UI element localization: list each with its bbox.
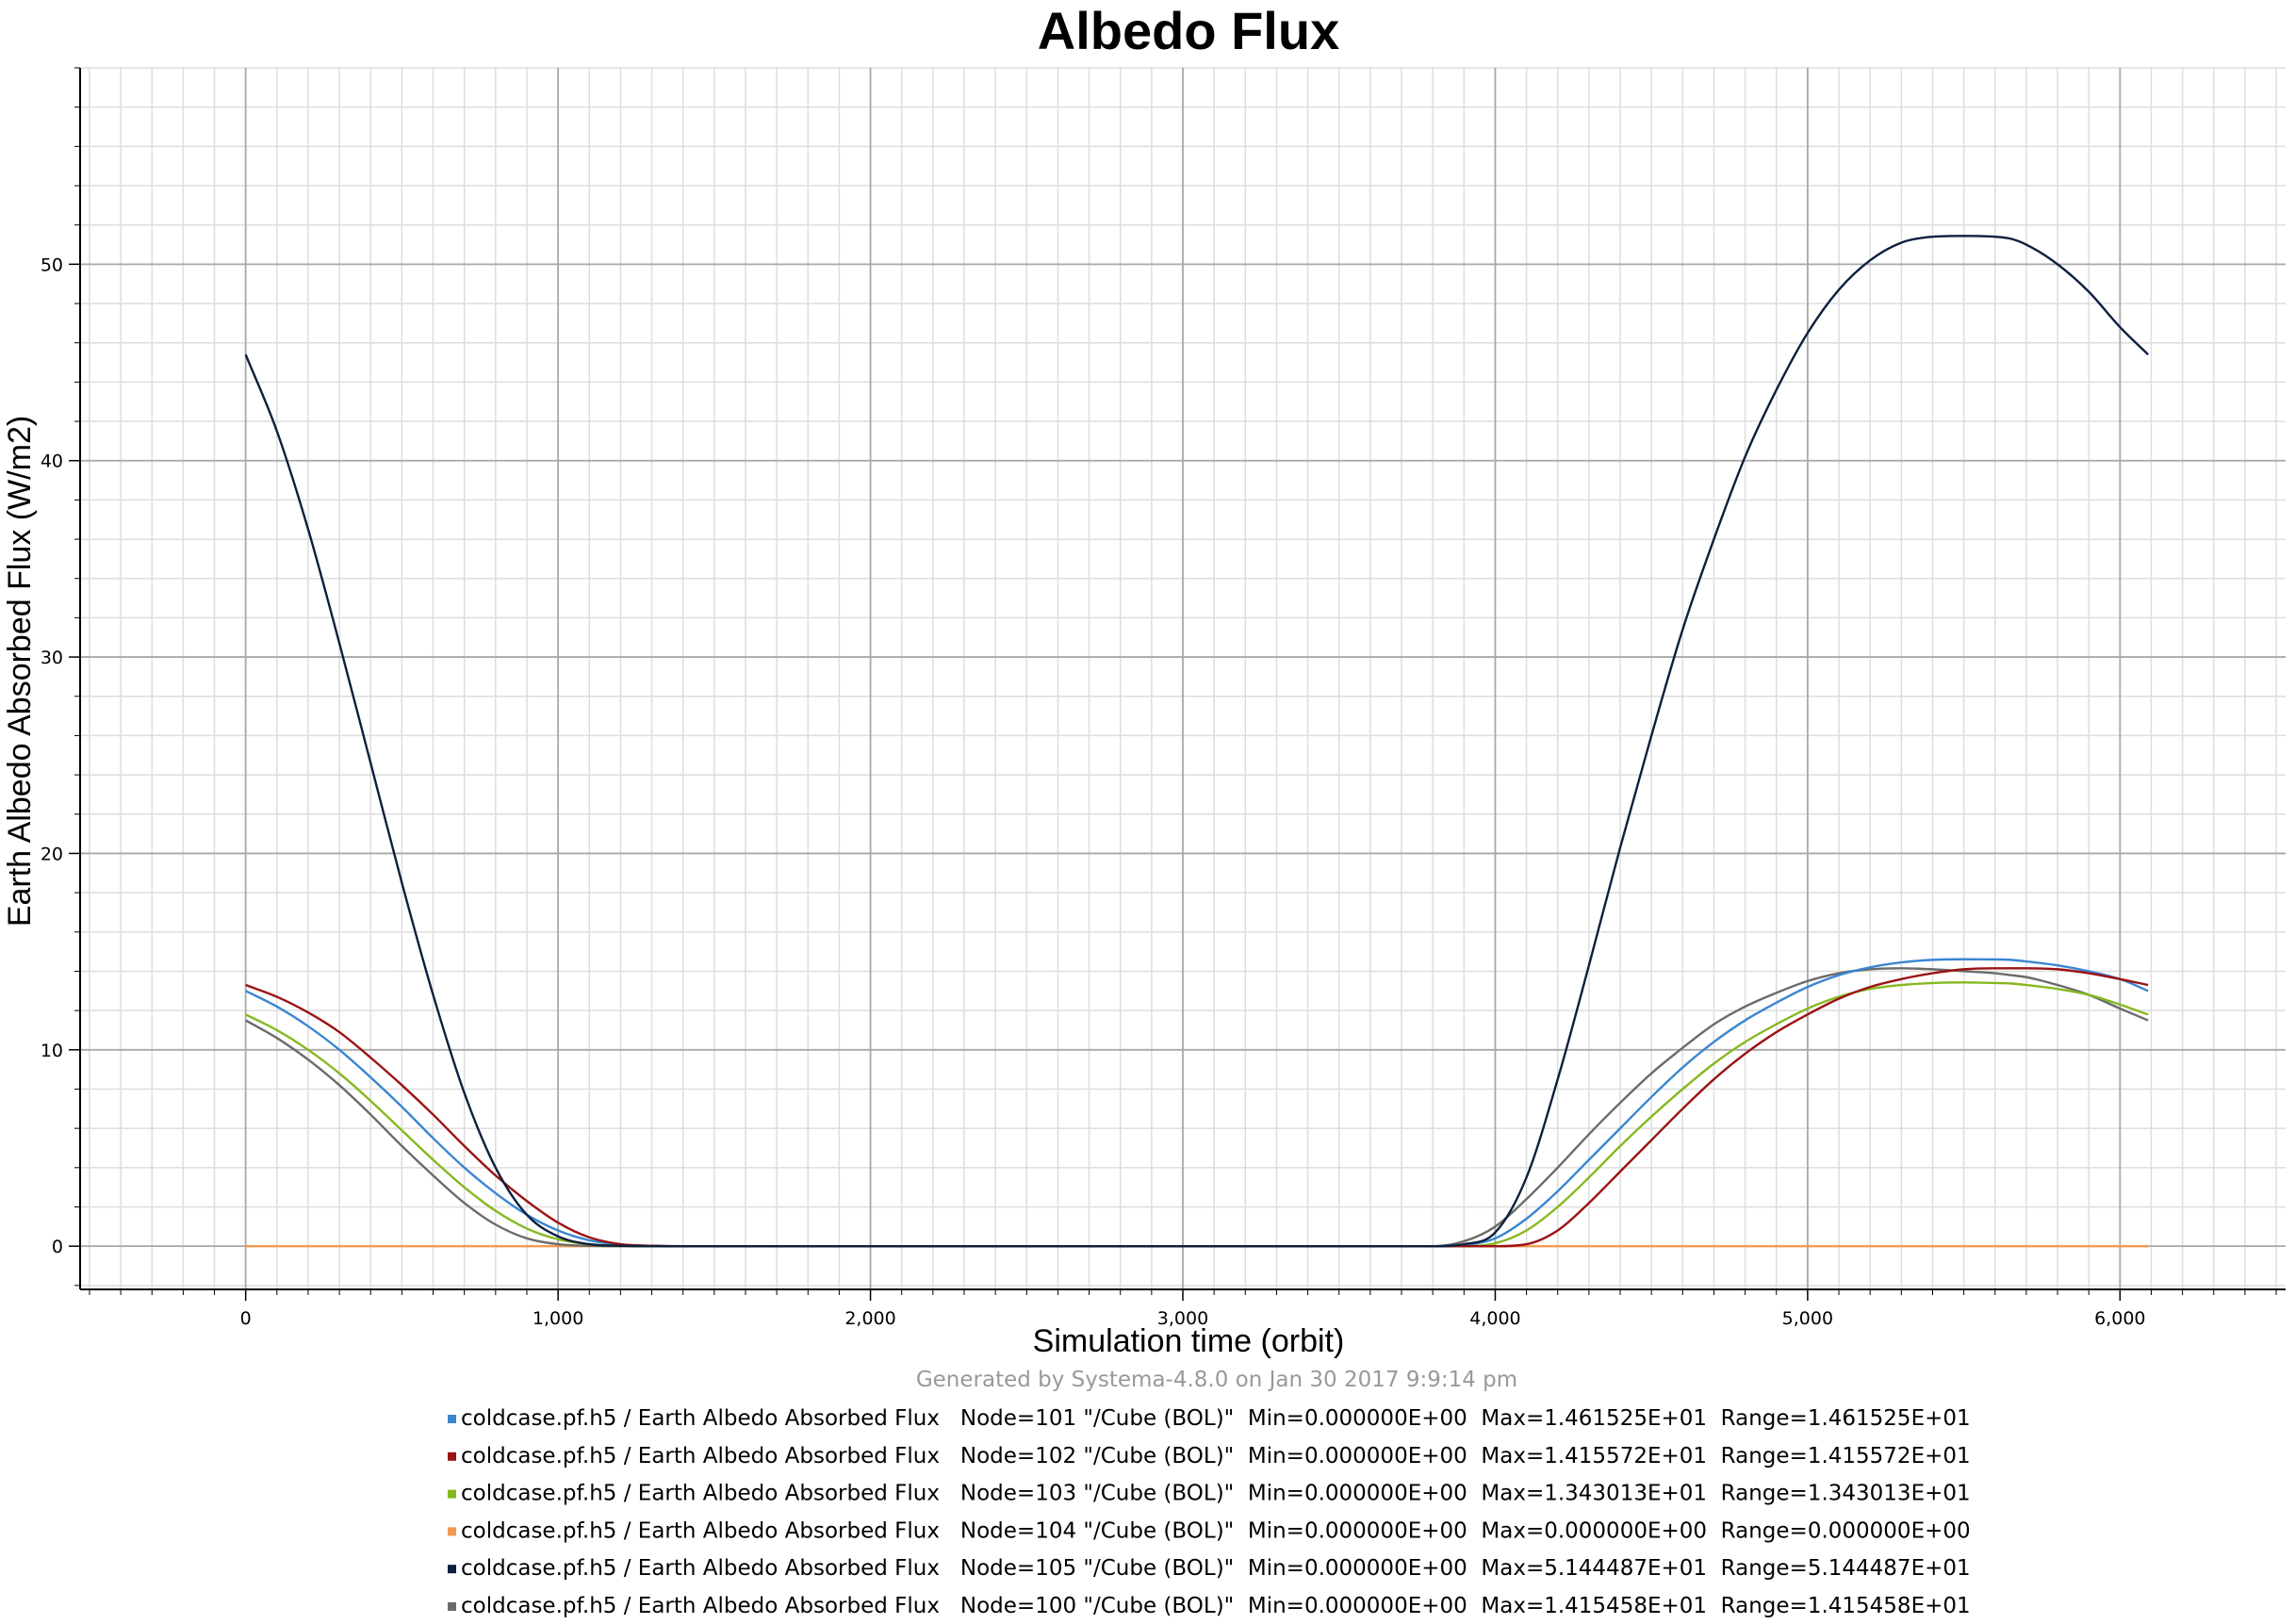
y-axis-title: Earth Albedo Absorbed Flux (W/m2) bbox=[2, 416, 38, 927]
legend-swatch bbox=[448, 1489, 456, 1499]
legend-swatch bbox=[448, 1565, 456, 1574]
series-group bbox=[244, 235, 2149, 1248]
legend-swatch bbox=[448, 1415, 456, 1423]
x-axis-title: Simulation time (orbit) bbox=[1033, 1323, 1345, 1359]
axis-ticks bbox=[69, 67, 2277, 1301]
y-tick-label: 10 bbox=[41, 1041, 63, 1061]
legend: coldcase.pf.h5 / Earth Albedo Absorbed F… bbox=[448, 1406, 1971, 1618]
legend-label: coldcase.pf.h5 / Earth Albedo Absorbed F… bbox=[461, 1594, 1971, 1618]
y-tick-label: 20 bbox=[41, 844, 63, 864]
x-tick-label: 3,000 bbox=[1157, 1308, 1208, 1329]
y-tick-label: 50 bbox=[41, 254, 63, 275]
y-tick-label: 40 bbox=[41, 451, 63, 472]
chart-title: Albedo Flux bbox=[1038, 1, 1339, 60]
legend-swatch bbox=[448, 1452, 456, 1461]
y-tick-label: 30 bbox=[41, 648, 63, 668]
series-line-5 bbox=[245, 967, 2149, 1248]
x-tick-label: 4,000 bbox=[1469, 1308, 1520, 1329]
legend-label: coldcase.pf.h5 / Earth Albedo Absorbed F… bbox=[461, 1556, 1971, 1581]
legend-label: coldcase.pf.h5 / Earth Albedo Absorbed F… bbox=[461, 1444, 1971, 1468]
x-tick-label: 6,000 bbox=[2094, 1308, 2145, 1329]
legend-swatch bbox=[448, 1602, 456, 1611]
y-tick-label: 0 bbox=[52, 1237, 63, 1257]
x-tick-label: 2,000 bbox=[844, 1308, 895, 1329]
series-line-4 bbox=[244, 235, 2149, 1248]
legend-label: coldcase.pf.h5 / Earth Albedo Absorbed F… bbox=[461, 1518, 1971, 1543]
tick-labels: 0 1,000 2,000 3,000 4,000 5,000 6,000 0 10 20 30 40… bbox=[41, 254, 2146, 1329]
legend-label: coldcase.pf.h5 / Earth Albedo Absorbed F… bbox=[461, 1406, 1971, 1431]
footer-text: Generated by Systema-4.8.0 on Jan 30 201… bbox=[916, 1368, 1517, 1392]
x-tick-label: 0 bbox=[240, 1308, 252, 1329]
series-line-1 bbox=[245, 967, 2149, 1248]
x-tick-label: 1,000 bbox=[533, 1308, 583, 1329]
x-tick-label: 5,000 bbox=[1782, 1308, 1833, 1329]
legend-swatch bbox=[448, 1527, 456, 1536]
legend-label: coldcase.pf.h5 / Earth Albedo Absorbed F… bbox=[461, 1482, 1971, 1506]
